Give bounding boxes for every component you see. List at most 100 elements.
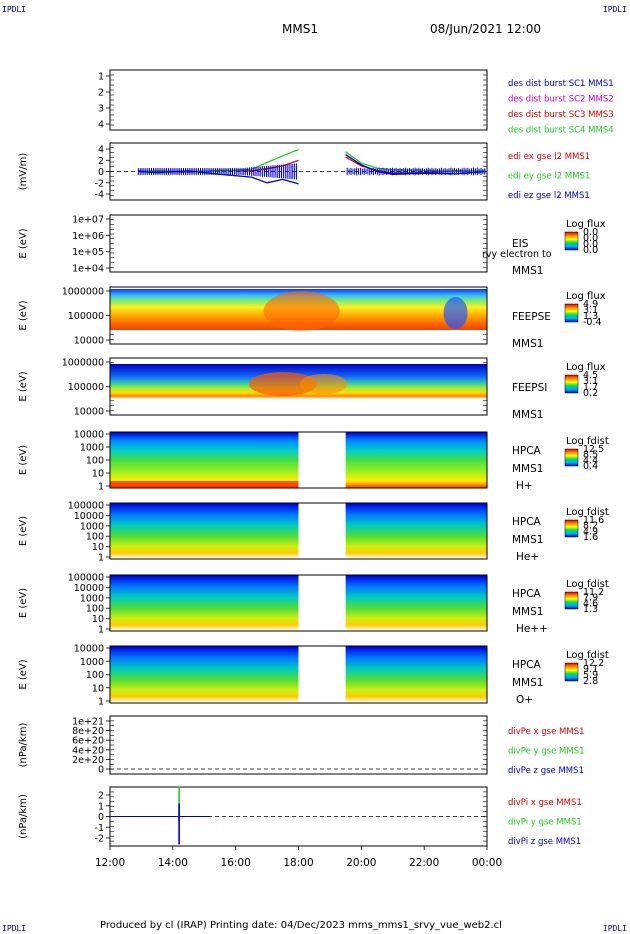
colorbar-tick-label: 0.0: [583, 227, 598, 238]
instrument-label: HPCA: [512, 588, 542, 600]
y-tick-label: 3: [98, 104, 104, 115]
x-tick-label: 00:00: [472, 857, 502, 869]
y-tick-label: -1: [95, 823, 104, 834]
y-tick-label: 1: [98, 801, 104, 812]
y-axis-label: E (eV): [18, 228, 29, 258]
colorbar-hpca_o: [564, 662, 579, 682]
y-tick-label: 4: [98, 145, 104, 156]
x-tick-label: 18:00: [283, 857, 313, 869]
colorbar-tick-label: 1.7: [583, 382, 598, 393]
y-tick-label: 1e+04: [72, 264, 104, 275]
colorbar-tick-label: 5.9: [583, 670, 598, 681]
colorbar-tick-label: 4.4: [583, 455, 598, 466]
y-tick-label: 0: [98, 167, 104, 178]
colorbar-tick-label: 0.2: [583, 388, 598, 399]
x-tick-label: 16:00: [221, 857, 251, 869]
y-tick-label: 1000: [80, 657, 104, 668]
y-tick-label: 10000: [74, 430, 104, 441]
y-tick-label: 100000: [68, 501, 104, 512]
data-gap: [298, 646, 346, 703]
colorbar-tick-label: -0.4: [583, 317, 602, 328]
legend-entry: divPi x gse MMS1: [508, 798, 582, 808]
spectrogram-cold-region: [443, 297, 468, 329]
x-tick-label: 20:00: [346, 857, 376, 869]
y-tick-label: 10: [92, 542, 104, 553]
panel-frame-eis: [109, 214, 488, 273]
colorbar-tick-label: 1.6: [583, 532, 598, 543]
edi-noise-band: [137, 163, 486, 180]
colorbar-title: Log fdist: [566, 579, 609, 590]
y-tick-label: 1e+07: [72, 215, 104, 226]
x-tick-label: 22:00: [409, 857, 439, 869]
instrument-label: HPCA: [512, 516, 542, 528]
y-tick-label: 8e+20: [72, 726, 104, 737]
instrument-label: MMS1: [512, 265, 543, 277]
species-label: H+: [516, 480, 533, 492]
y-tick-label: 1e+21: [72, 717, 104, 728]
colorbar-tick-label: 11.6: [583, 515, 604, 526]
instrument-label: EIS: [512, 238, 529, 250]
y-tick-label: 10: [92, 683, 104, 694]
species-label: O+: [516, 694, 533, 706]
colorbar-tick-label: 9.1: [583, 664, 598, 675]
y-tick-label: 10: [92, 614, 104, 625]
colorbar-tick-label: 1.3: [583, 311, 598, 322]
corner-label-tr: IPDLI: [602, 5, 627, 14]
colorbar-tick-label: 4.5: [583, 370, 598, 381]
colorbar-tick-label: 1.3: [583, 604, 598, 615]
y-tick-label: 100: [86, 604, 104, 615]
y-tick-label: 4e+20: [72, 745, 104, 756]
y-tick-label: 1: [98, 482, 104, 493]
instrument-label: MMS1: [512, 677, 543, 689]
colorbar-title: Log fdist: [566, 650, 609, 661]
y-tick-label: 1000000: [62, 287, 104, 298]
y-axis-label: (mV/m): [18, 153, 29, 191]
colorbar-tick-label: 0.0: [583, 245, 598, 256]
y-axis-label: E (eV): [18, 588, 29, 618]
y-tick-label: 1e+05: [72, 247, 104, 258]
instrument-label: FEEPSI: [512, 382, 547, 394]
colorbar-tick-label: 12.2: [583, 658, 604, 669]
data-gap: [298, 503, 346, 559]
instrument-label: MMS1: [512, 338, 543, 350]
colorbar-tick-label: 4.6: [583, 598, 598, 609]
y-tick-label: -2: [95, 178, 104, 189]
y-tick-label: 100000: [68, 311, 104, 322]
y-axis-label: E (eV): [18, 300, 29, 330]
legend-entry: des dist burst SC2 MMS2: [508, 95, 614, 105]
y-axis-label: E (eV): [18, 659, 29, 689]
corner-label-bl: IPDLI: [2, 924, 27, 933]
panel-frame-dist: [109, 69, 488, 131]
legend-entry: divPi y gse MMS1: [508, 818, 582, 828]
colorbar-title: Log flux: [566, 219, 606, 230]
legend-entry: edi ex gse l2 MMS1: [508, 152, 590, 162]
y-tick-label: 1: [98, 697, 104, 708]
x-tick-label: 14:00: [158, 857, 188, 869]
corner-label-tl: IPDLI: [2, 5, 27, 14]
y-tick-label: 0: [98, 765, 104, 776]
colorbar-title: Log fdist: [566, 436, 609, 447]
y-tick-label: 10000: [74, 407, 104, 418]
y-tick-label: 10000: [74, 644, 104, 655]
spectrogram-hot-region: [248, 372, 317, 396]
y-tick-label: -2: [95, 834, 104, 845]
y-tick-label: 10: [92, 469, 104, 480]
y-tick-label: 1: [98, 72, 104, 83]
colorbar-tick-label: 8.5: [583, 450, 598, 461]
colorbar-hpca_h: [564, 448, 579, 467]
colorbar-hpca_he: [564, 519, 579, 538]
y-tick-label: 1000: [80, 521, 104, 532]
y-tick-label: 1: [98, 553, 104, 564]
panel-frame-divpe: [109, 715, 488, 775]
y-axis-label: (nPa/km): [18, 794, 29, 839]
colorbar-hpca_hepp: [564, 591, 579, 610]
colorbar-tick-label: 0.4: [583, 461, 598, 472]
y-tick-label: 1000: [80, 443, 104, 454]
y-axis-label: E (eV): [18, 516, 29, 546]
colorbar-eis: [564, 231, 579, 251]
legend-entry: edi ez gse l2 MMS1: [508, 191, 590, 201]
species-label: He++: [516, 623, 548, 635]
y-axis-label: (nPa/km): [18, 723, 29, 768]
instrument-label: MMS1: [512, 534, 543, 546]
spectrogram-low-energy-band: [110, 481, 299, 487]
